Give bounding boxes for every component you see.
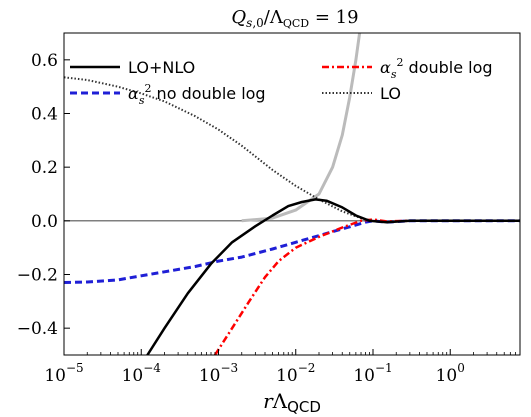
- x-axis: 10−5 10−4 10−3 10−2 10−1 100: [44, 349, 521, 386]
- x-tick-label: 10−2: [276, 361, 315, 386]
- y-tick-label: 0.4: [31, 105, 58, 125]
- series-line-lo-nlo: [146, 198, 520, 355]
- legend-item-as2-no-double-log: αs2 no double log: [70, 82, 266, 107]
- x-tick-label: 10−1: [353, 361, 392, 386]
- series-layer: [64, 33, 520, 355]
- svg-text:rΛQCD: rΛQCD: [263, 389, 321, 416]
- legend-item-lo-nlo: LO+NLO: [70, 58, 195, 77]
- svg-text:αs2 double log: αs2 double log: [380, 56, 493, 81]
- svg-text:LO+NLO: LO+NLO: [128, 58, 195, 77]
- x-tick-label: 100: [436, 361, 465, 386]
- x-tick-label: 10−3: [199, 361, 238, 386]
- y-tick-label: 0.6: [31, 51, 58, 71]
- y-tick-label: −0.2: [17, 266, 58, 286]
- legend-item-lo: LO: [322, 84, 401, 103]
- x-tick-label: 10−5: [44, 361, 83, 386]
- y-tick-label: 0.0: [31, 212, 58, 232]
- y-tick-label: 0.2: [31, 158, 58, 178]
- y-axis: 0.6 0.4 0.2 0.0 −0.2 −0.4: [17, 51, 70, 339]
- plot-area: [63, 32, 521, 356]
- svg-text:LO: LO: [380, 84, 401, 103]
- x-tick-label: 10−4: [122, 361, 162, 386]
- chart-title: Qs,0/ΛQCD = 19: [231, 7, 358, 30]
- legend: LO+NLO αs2 no double log αs2 double log …: [70, 56, 493, 107]
- svg-text:Qs,0/ΛQCD = 19: Qs,0/ΛQCD = 19: [231, 7, 358, 30]
- x-axis-label: rΛQCD: [263, 389, 321, 416]
- series-line-lo: [64, 76, 520, 223]
- legend-item-as2-double-log: αs2 double log: [322, 56, 493, 81]
- svg-text:αs2 no double log: αs2 no double log: [128, 82, 266, 107]
- series-line-grey-curve: [241, 33, 362, 223]
- y-tick-label: −0.4: [17, 319, 58, 339]
